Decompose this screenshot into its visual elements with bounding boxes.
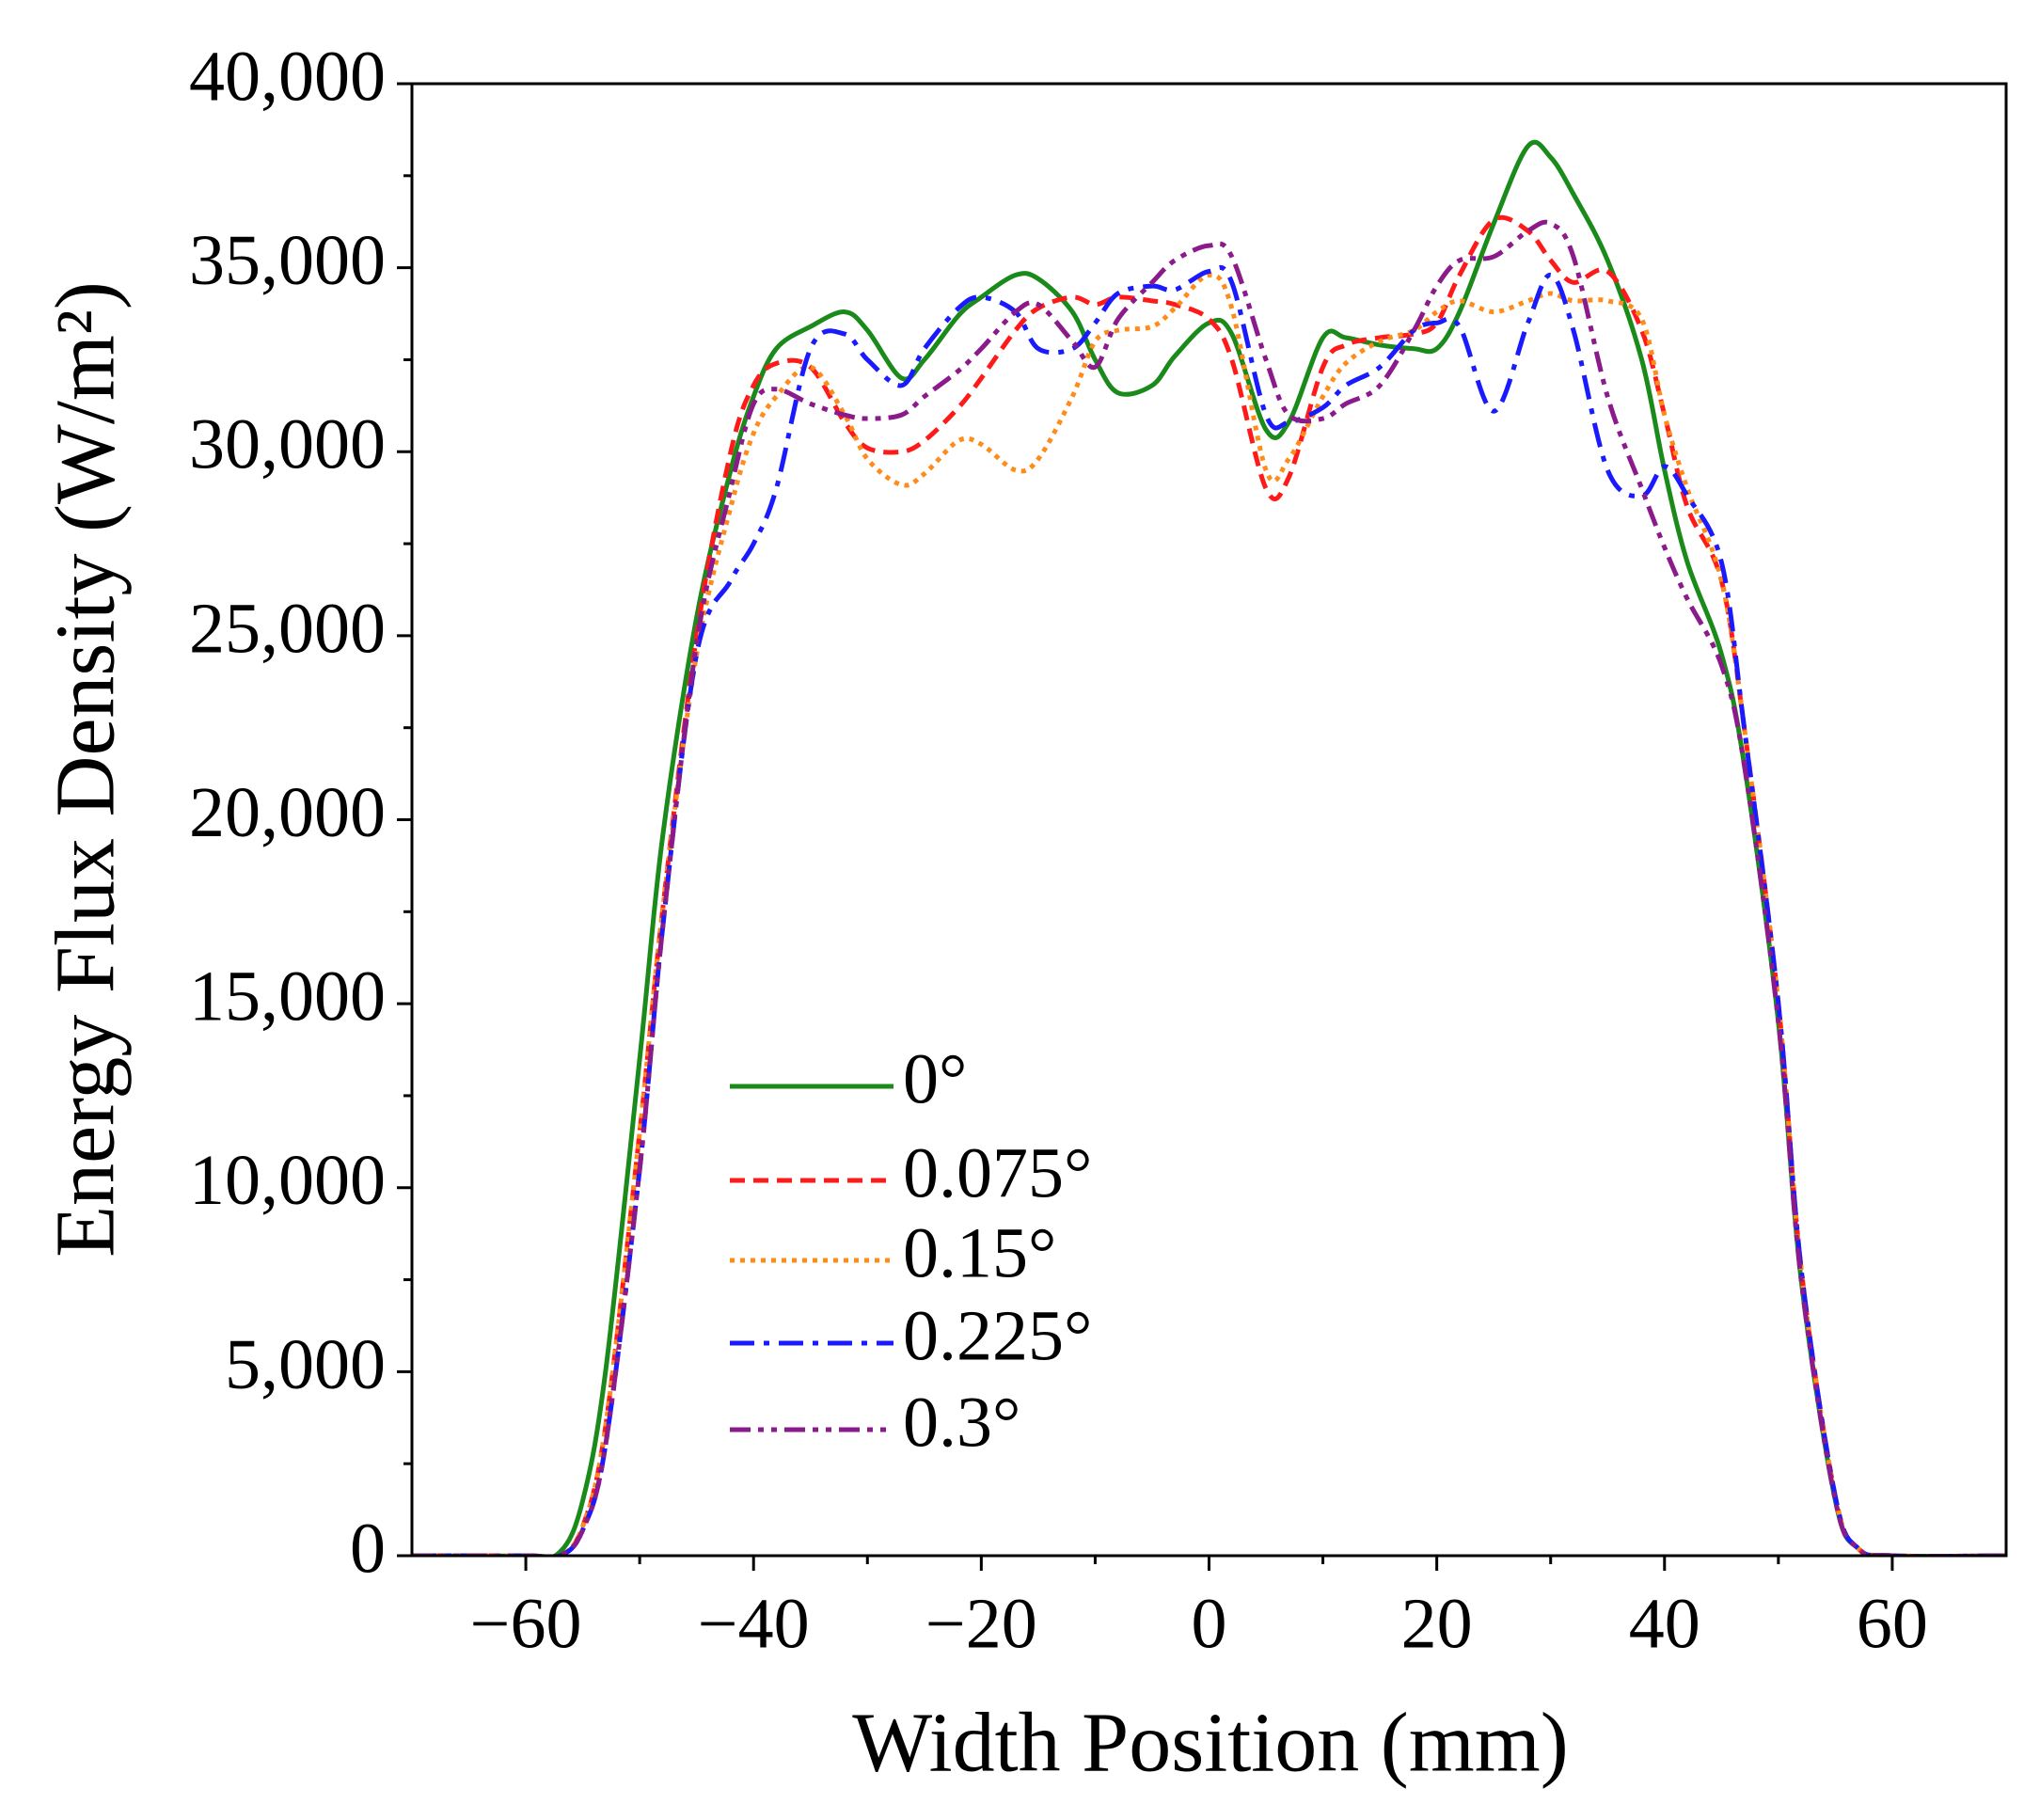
y-tick-label: 35,000	[189, 221, 386, 300]
legend-label: 0.225°	[903, 1296, 1092, 1375]
legend-label: 0.15°	[903, 1213, 1056, 1292]
y-tick-label: 15,000	[189, 957, 386, 1037]
plot-frame	[410, 82, 2008, 1558]
series-line	[412, 219, 2006, 1556]
y-tick-label: 20,000	[189, 773, 386, 852]
y-tick-label: 0	[350, 1509, 386, 1588]
y-tick-label: 25,000	[189, 589, 386, 668]
legend-label: 0.075°	[903, 1133, 1092, 1212]
y-tick-label: 10,000	[189, 1141, 386, 1220]
y-tick-label: 30,000	[189, 405, 386, 484]
x-tick-label: 40	[1629, 1584, 1700, 1663]
x-tick-label: 20	[1401, 1584, 1473, 1663]
legend-label: 0°	[903, 1039, 967, 1118]
y-tick-label: 40,000	[189, 37, 386, 116]
legend-label: 0.3°	[903, 1383, 1020, 1462]
x-axis-title: Width Position (mm)	[852, 1697, 1568, 1790]
x-tick-label: −60	[470, 1584, 582, 1663]
x-tick-label: −20	[925, 1584, 1037, 1663]
series-line	[412, 264, 2006, 1556]
series-line	[412, 139, 2006, 1556]
x-tick-label: 60	[1857, 1584, 1928, 1663]
x-tick-label: −40	[698, 1584, 810, 1663]
y-axis-title: Energy Flux Density (W/m²)	[40, 281, 133, 1258]
y-tick-label: 5,000	[225, 1325, 386, 1404]
x-tick-label: 0	[1192, 1584, 1227, 1663]
